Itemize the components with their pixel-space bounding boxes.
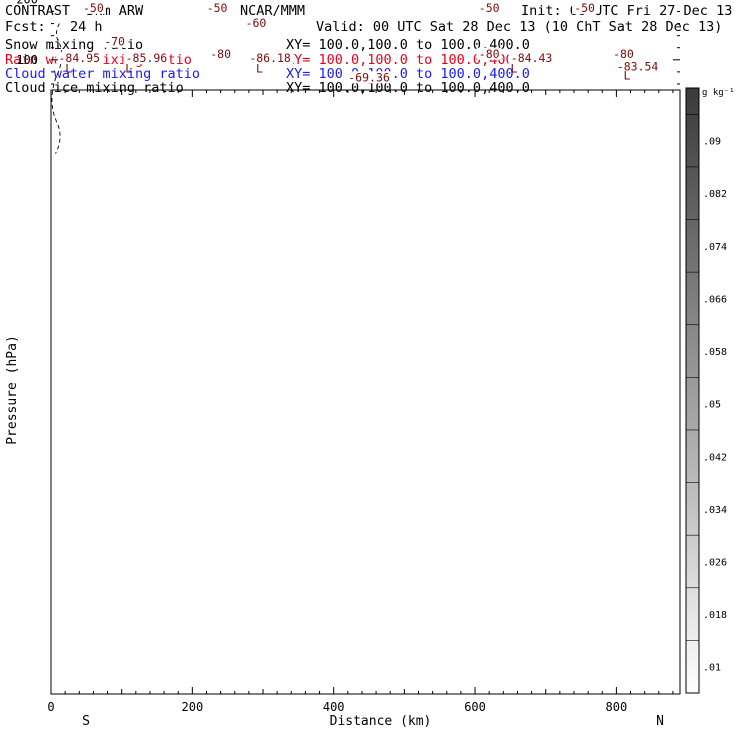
- low-marker: L: [510, 61, 517, 75]
- x-tick-label: 0: [47, 700, 54, 714]
- y-tick-label: 200: [16, 0, 38, 6]
- low-marker: L: [125, 61, 132, 75]
- colorbar-tick-label: .05: [703, 400, 721, 411]
- isotherm-label-bg: [476, 47, 502, 60]
- isotherm-line-4: [51, 28, 680, 30]
- legend-label-cloud-water: Cloud water mixing ratio: [5, 66, 201, 82]
- isotherm-label: -69.36: [348, 70, 390, 84]
- isotherm-label-bg: [208, 47, 234, 60]
- isotherm-label: -80: [479, 47, 500, 61]
- isotherm-label-bg: [476, 1, 502, 14]
- isotherm-label: -80: [613, 47, 634, 61]
- isotherm-label: -84.43: [511, 51, 553, 65]
- isotherm-line-5: [51, 15, 680, 16]
- y-tick-label: 100: [16, 53, 38, 67]
- isotherm-label: -50: [83, 1, 104, 15]
- colorbar-unit: g kg⁻¹: [702, 88, 735, 98]
- isotherm-label: -50: [207, 1, 228, 15]
- legend-label-cloud-ice: Cloud ice mixing ratio: [5, 80, 184, 96]
- isotherm-label: -86.18: [249, 51, 291, 65]
- isotherm-line-1: [51, 66, 680, 69]
- isotherm-label-bg: [56, 51, 103, 64]
- isotherm-label-bg: [80, 1, 106, 14]
- x-tick-label: 800: [606, 700, 628, 714]
- colorbar-tick-label: .026: [703, 557, 727, 568]
- south-label: S: [82, 714, 90, 729]
- isotherm-label-bg: [243, 16, 269, 29]
- plot-frame: [50, 89, 681, 695]
- legend-xy-cloud-ice: XY= 100.0,100.0 to 100.0,400.0: [286, 80, 530, 96]
- valid-time-label: Valid: 00 UTC Sat 28 Dec 13 (10 ChT Sat …: [316, 19, 723, 35]
- x-axis-title: Distance (km): [330, 714, 432, 729]
- colorbar-tick-label: .042: [703, 452, 727, 463]
- colorbar: [685, 87, 700, 694]
- isotherm-label-bg: [247, 51, 294, 64]
- isotherm-label: -80: [210, 47, 231, 61]
- isotherm-label-bg: [123, 51, 170, 64]
- y-axis-title: Pressure (hPa): [5, 335, 20, 445]
- isotherm-label: -85.96: [126, 51, 168, 65]
- isotherm-label: -60: [246, 16, 267, 30]
- isotherm-label-bg: [204, 1, 230, 14]
- isotherm-label: -50: [574, 1, 595, 15]
- init-time-label: Init: 00 UTC Fri 27 Dec 13: [521, 3, 733, 19]
- low-marker: L: [624, 69, 631, 83]
- isotherm-label: -83.54: [617, 59, 659, 73]
- colorbar-tick-label: .066: [703, 294, 727, 305]
- low-marker: L: [65, 61, 72, 75]
- x-tick-label: 400: [323, 700, 345, 714]
- colorbar-tick-label: .058: [703, 347, 727, 358]
- isotherm-label-bg: [102, 35, 128, 48]
- colorbar-tick-label: .09: [703, 137, 721, 148]
- isotherm-label-bg: [614, 60, 661, 73]
- isotherm-label-bg: [346, 71, 393, 84]
- isotherm-label: -84.95: [58, 51, 100, 65]
- isotherm-label-bg: [572, 1, 598, 14]
- north-label: N: [656, 714, 664, 729]
- x-tick-label: 200: [182, 700, 204, 714]
- colorbar-tick-label: .018: [703, 610, 727, 621]
- x-tick-label: 600: [464, 700, 486, 714]
- low-marker: L: [256, 61, 263, 75]
- colorbar-tick-label: .082: [703, 189, 727, 200]
- isotherm-line-3: [51, 42, 680, 44]
- forecast-hour-label: Fcst: 24 h: [5, 19, 103, 35]
- colorbar-tick-label: .034: [703, 505, 727, 516]
- isotherm-label: -50: [479, 1, 500, 15]
- legend-xy-snow: XY= 100.0,100.0 to 100.0,400.0: [286, 37, 530, 53]
- colorbar-tick-label: .01: [703, 663, 721, 674]
- isotherm-label-bg: [610, 47, 636, 60]
- isotherm-label: -70: [104, 35, 125, 49]
- organization-label: NCAR/MMM: [240, 3, 306, 19]
- cloud-ice-contour: [51, 23, 63, 154]
- isotherm-label-bg: [508, 51, 555, 64]
- colorbar-tick-label: .074: [703, 242, 727, 253]
